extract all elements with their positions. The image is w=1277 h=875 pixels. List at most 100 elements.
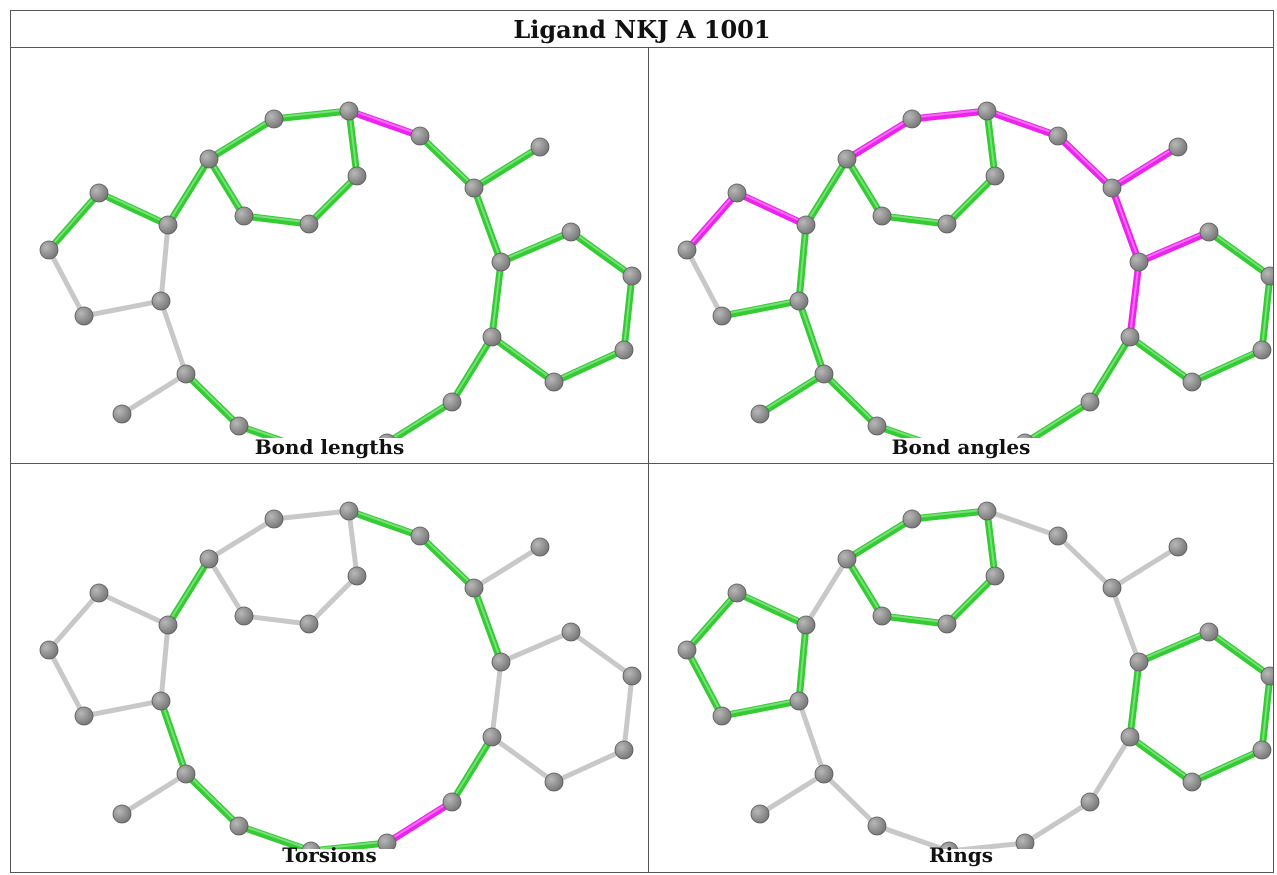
bond-highlight-10-5 (846, 156, 883, 216)
atom-15 (1199, 222, 1219, 242)
atom-14 (491, 252, 511, 272)
atom-17 (614, 740, 634, 760)
bond-19-20 (448, 733, 496, 806)
bond-2-5 (802, 155, 851, 229)
bond-12-14 (470, 184, 505, 266)
bond-highlight-18-19 (1129, 334, 1193, 382)
atom-18 (1182, 372, 1202, 392)
bond-highlight-12-14 (473, 585, 502, 662)
bond-highlight-7-11 (348, 108, 421, 136)
atom-10 (234, 606, 254, 626)
atom-23 (229, 416, 249, 436)
bond-19-14 (1126, 658, 1143, 741)
atom-15 (561, 222, 581, 242)
bond-23-24 (182, 370, 243, 430)
bond-highlight-21-22 (310, 840, 388, 849)
atom-21 (1015, 833, 1035, 849)
bond-highlight-5-6 (208, 116, 275, 159)
bond-12-14 (1108, 184, 1143, 266)
bond-7-11 (984, 508, 1061, 539)
atom-16 (622, 666, 642, 686)
bond-7-11 (345, 507, 424, 540)
atom-6 (264, 109, 284, 129)
bond-highlight-10-5 (208, 156, 245, 216)
atom-0 (677, 640, 697, 660)
caption-rings: Rings (928, 843, 993, 867)
bond-highlight-19-14 (1129, 259, 1140, 337)
bond-20-21 (383, 798, 456, 847)
atom-18 (544, 772, 564, 792)
bond-highlight-16-17 (1261, 673, 1271, 750)
bond-highlight-15-16 (570, 229, 633, 276)
bond-highlight-19-14 (1129, 659, 1140, 737)
bond-highlight-7-8 (986, 508, 996, 576)
molecule-diagram-torsions (39, 501, 642, 849)
bond-highlight-14-15 (1138, 629, 1210, 662)
atom-7 (977, 501, 997, 521)
bond-3-4 (81, 298, 164, 319)
bond-highlight-8-9 (946, 573, 996, 624)
bond-11-12 (416, 132, 478, 192)
bond-24-25 (119, 771, 189, 817)
caption-bond-angles: Bond angles (891, 435, 1031, 459)
bond-24-3 (157, 697, 190, 778)
bond-highlight-10-5 (846, 556, 883, 616)
atom-2 (796, 215, 816, 235)
bond-8-9 (306, 573, 360, 627)
atom-19 (1120, 727, 1140, 747)
atom-1 (727, 583, 747, 603)
bond-6-7 (908, 507, 991, 523)
atom-25 (750, 404, 770, 424)
bond-17-18 (550, 346, 628, 386)
bond-10-5 (206, 556, 247, 619)
bond-highlight-12-14 (1111, 185, 1140, 262)
atom-4 (74, 706, 94, 726)
atom-8 (347, 166, 367, 186)
bond-highlight-2-3 (798, 622, 807, 701)
atom-6 (902, 109, 922, 129)
bond-18-19 (1126, 733, 1196, 786)
bond-24-3 (795, 297, 828, 378)
bond-20-21 (1022, 799, 1093, 846)
atom-5 (837, 549, 857, 569)
bond-11-12 (1054, 132, 1116, 192)
bond-3-4 (718, 297, 803, 320)
bond-highlight-11-12 (1057, 133, 1113, 188)
atom-2 (158, 615, 178, 635)
atom-24 (176, 364, 196, 384)
atom-25 (750, 804, 770, 824)
bond-10-5 (205, 155, 248, 220)
bond-highlight-15-16 (1208, 629, 1271, 676)
bond-19-20 (1087, 734, 1133, 805)
atom-8 (985, 566, 1005, 586)
bond-0-1 (45, 189, 103, 254)
bond-16-17 (1258, 272, 1273, 354)
bond-5-6 (205, 115, 278, 163)
bond-7-11 (345, 107, 424, 140)
bond-highlight-19-20 (1089, 334, 1131, 402)
bond-24-3 (158, 298, 189, 377)
bond-highlight-2-3 (798, 222, 807, 301)
bond-highlight-23-24 (185, 771, 240, 826)
atom-9 (937, 614, 957, 634)
bond-highlight-0-1 (686, 190, 738, 250)
bond-3-4 (81, 698, 164, 719)
atom-15 (561, 622, 581, 642)
bond-5-6 (206, 516, 277, 562)
bond-18-19 (488, 333, 558, 386)
column-divider (648, 47, 649, 872)
bond-highlight-4-0 (686, 647, 723, 716)
atom-8 (985, 166, 1005, 186)
bond-highlight-16-17 (1261, 273, 1271, 350)
bond-2-3 (158, 222, 171, 304)
bond-16-17 (1258, 672, 1273, 754)
bond-15-16 (567, 228, 636, 280)
bond-highlight-7-11 (348, 508, 421, 536)
atom-22 (939, 841, 959, 849)
bond-highlight-17-18 (1191, 347, 1263, 382)
atom-16 (1260, 666, 1273, 686)
atom-10 (872, 606, 892, 626)
bond-7-8 (345, 107, 361, 180)
bond-17-18 (551, 747, 627, 785)
panel-bond-angles: Bond angles (649, 48, 1273, 463)
